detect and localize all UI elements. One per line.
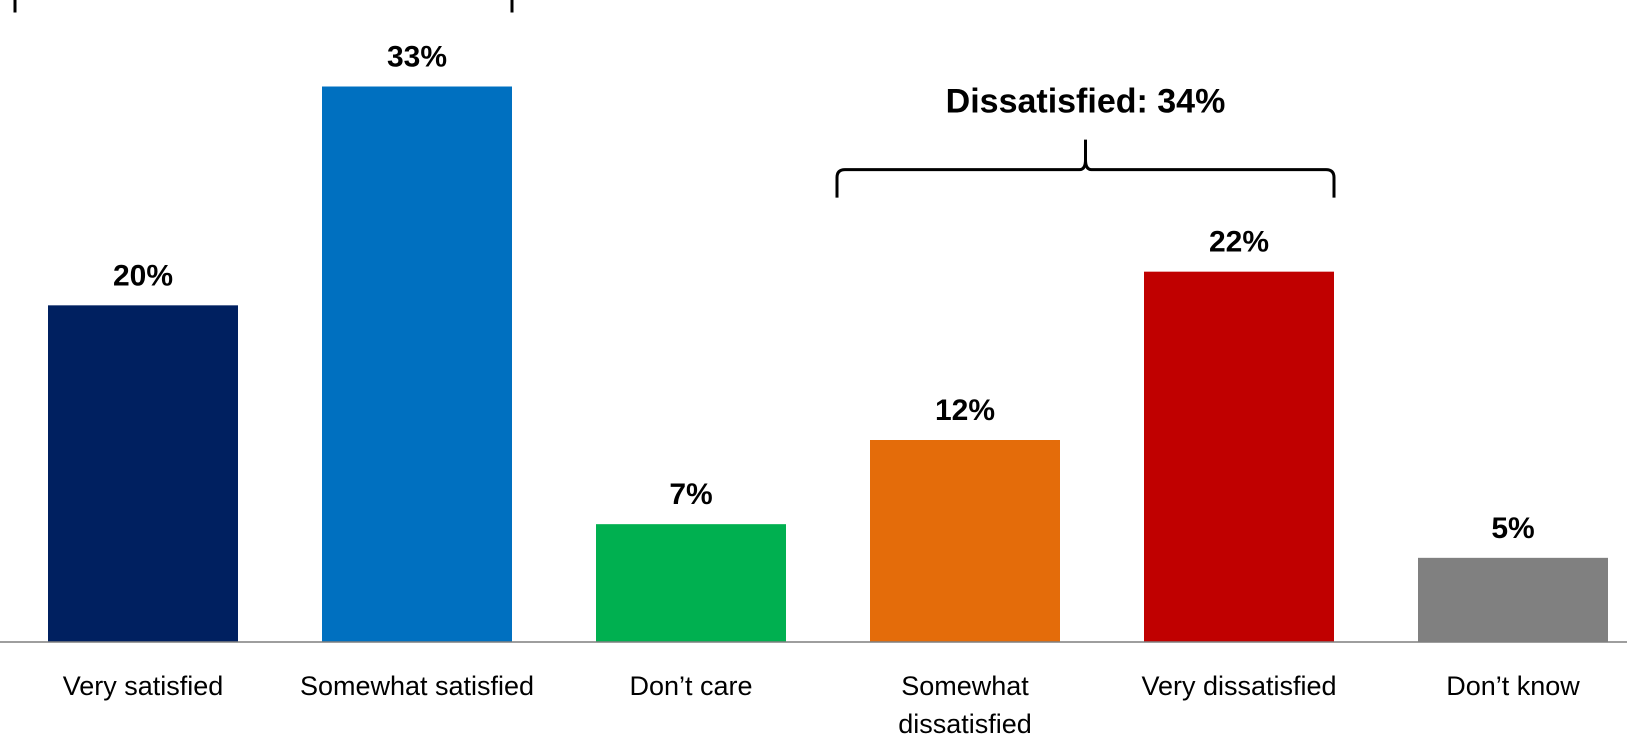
bars <box>48 86 1608 642</box>
bar-6 <box>1418 557 1608 642</box>
category-label-4-line-1: Somewhat <box>901 671 1029 701</box>
bar-3 <box>596 524 786 642</box>
value-label-1: 20% <box>113 259 173 292</box>
value-label-4: 12% <box>935 394 995 427</box>
bar-5 <box>1144 271 1334 642</box>
bar-1 <box>48 305 238 642</box>
category-label-6: Don’t know <box>1446 671 1580 701</box>
group-label-2: Dissatisfied: 34% <box>946 83 1226 121</box>
bar-2 <box>322 86 512 642</box>
group-bracket-1 <box>13 0 514 13</box>
value-labels: 20% 33% 7% 12% 22% 5% <box>113 41 1535 545</box>
bar-4 <box>870 440 1060 642</box>
value-label-5: 22% <box>1209 226 1269 259</box>
group-brackets: Satisfied: 54%Dissatisfied: 34% <box>13 0 1336 198</box>
value-label-6: 5% <box>1491 512 1534 545</box>
category-label-3: Don’t care <box>629 671 752 701</box>
category-label-4-line-2: dissatisfied <box>898 709 1032 737</box>
category-labels: Very satisfied Somewhat satisfied Don’t ca… <box>63 671 1581 737</box>
value-label-2: 33% <box>387 41 447 74</box>
category-label-5: Very dissatisfied <box>1141 671 1336 701</box>
category-label-1: Very satisfied <box>63 671 224 701</box>
group-bracket-2 <box>835 139 1336 198</box>
category-label-2: Somewhat satisfied <box>300 671 534 701</box>
value-label-3: 7% <box>669 478 712 511</box>
